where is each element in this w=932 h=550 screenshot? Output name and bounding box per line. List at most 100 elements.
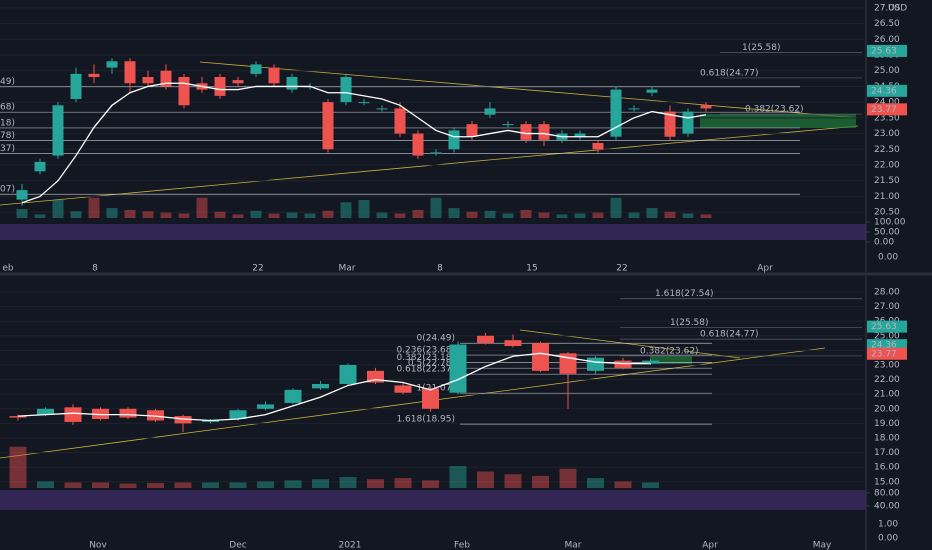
candle-body — [587, 357, 604, 371]
candle-body — [124, 61, 136, 84]
price-badge-label: 25.63 — [871, 322, 897, 332]
trend-line — [0, 347, 826, 459]
volume-bar — [592, 212, 604, 218]
price-badge-label: 23.77 — [871, 349, 897, 359]
volume-bar — [214, 211, 226, 218]
candle-body — [412, 133, 424, 156]
candle-body — [484, 108, 496, 115]
y-tick-label: 17.00 — [874, 448, 900, 458]
candle-body — [250, 64, 262, 74]
volume-bar — [700, 214, 712, 218]
x-tick-label: Apr — [702, 541, 718, 550]
volume-bar — [286, 212, 298, 218]
y-tick-label: 27.00 — [874, 3, 900, 13]
trend-line — [519, 329, 741, 359]
volume-bar — [268, 213, 280, 218]
target-box — [650, 356, 692, 364]
y-tick-label: 21.00 — [874, 390, 900, 400]
candle-body — [700, 105, 712, 109]
y-tick-label: 18.00 — [874, 434, 900, 444]
fib-label: 0(24.49) — [416, 334, 455, 344]
volume-bar — [376, 212, 388, 218]
price-badge — [867, 347, 907, 360]
candle-body — [286, 77, 298, 90]
volume-bar — [538, 212, 550, 218]
candle-body — [52, 105, 64, 156]
candle-body — [367, 370, 384, 383]
y-tick-label: 21.00 — [874, 192, 900, 202]
y-tick-label: 15.00 — [874, 477, 900, 487]
trend-line — [199, 61, 859, 119]
volume-bar — [614, 481, 632, 488]
candle-body — [214, 77, 226, 96]
fib-label: 0.382(23.62) — [640, 346, 699, 356]
y-tick-label: 27.00 — [874, 302, 900, 312]
y-tick-label: 22.00 — [874, 161, 900, 171]
volume-bar — [664, 211, 676, 218]
currency-label: USD — [888, 4, 907, 14]
volume-bar — [587, 478, 604, 488]
volume-bar — [88, 197, 100, 218]
volume-bar — [312, 479, 329, 488]
candle-body — [502, 124, 514, 126]
candle-body — [592, 143, 604, 150]
candle-body — [160, 70, 172, 87]
volume-bar — [532, 475, 549, 488]
volume-bar — [610, 197, 622, 218]
oscillator-band — [0, 490, 866, 510]
candle-body — [229, 410, 247, 420]
candle-body — [394, 385, 412, 393]
fib-label: 07) — [0, 185, 15, 195]
x-tick-label: 22 — [616, 264, 627, 274]
y-tick-label: 16.00 — [874, 463, 900, 473]
x-tick-label: 22 — [252, 264, 263, 274]
fib-label: 0.618(24.77) — [700, 330, 759, 340]
candle-body — [178, 77, 190, 106]
volume-bar — [484, 210, 496, 218]
price-badge — [867, 103, 907, 116]
candle-body — [37, 408, 54, 415]
volume-bar — [448, 208, 460, 218]
volume-bar — [556, 214, 568, 218]
candle-body — [422, 388, 439, 409]
candle-body — [430, 152, 442, 154]
volume-bar — [229, 482, 247, 488]
volume-bar — [37, 481, 54, 488]
candle-body — [312, 383, 329, 389]
candle-body — [268, 67, 280, 84]
fib-label: 78) — [0, 131, 15, 141]
volume-bar — [504, 474, 522, 488]
x-tick-label: Apr — [757, 264, 773, 274]
x-tick-label: eb — [2, 264, 14, 274]
fib-label: 37) — [0, 144, 15, 154]
y-tick-label: 20.00 — [874, 404, 900, 414]
candle-body — [574, 133, 586, 137]
price-badge-label: 24.36 — [871, 86, 897, 96]
volume-bar — [178, 213, 190, 218]
volume-bar — [232, 214, 244, 218]
candle-body — [358, 102, 370, 104]
y-tick-label: 26.50 — [874, 19, 900, 29]
candle-body — [628, 108, 640, 110]
candle-body — [339, 365, 357, 384]
candle-body — [106, 61, 118, 68]
vol-tick-label: 0.00 — [878, 253, 898, 263]
x-tick-label: Dec — [229, 541, 246, 550]
x-tick-label: May — [813, 541, 832, 550]
volume-bar — [430, 197, 442, 218]
volume-bar — [322, 210, 334, 218]
volume-bar — [284, 480, 302, 488]
volume-bar — [477, 471, 494, 488]
fib-label: 1.618(27.54) — [655, 289, 714, 299]
y-tick-label: 22.50 — [874, 145, 900, 155]
candle-body — [394, 108, 406, 134]
y-tick-label: 26.00 — [874, 35, 900, 45]
volume-bar — [106, 208, 118, 218]
y-tick-label: 23.00 — [874, 361, 900, 371]
volume-bar — [628, 212, 640, 218]
fib-label: 68) — [0, 103, 15, 113]
price-badge — [867, 44, 907, 57]
x-tick-label: 15 — [526, 264, 537, 274]
volume-bar — [174, 482, 192, 488]
y-tick-label: 20.50 — [874, 208, 900, 218]
